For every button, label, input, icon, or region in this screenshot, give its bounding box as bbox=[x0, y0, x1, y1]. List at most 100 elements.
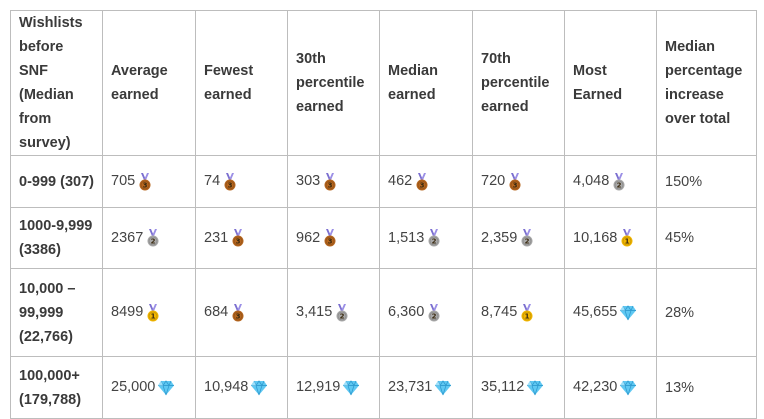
bronze-medal-icon: 3 bbox=[416, 172, 428, 191]
table-body: 0-999 (307) 705 3 74 3 303 3 462 3 720 3 4,048 2 150%… bbox=[10, 155, 757, 419]
gem-icon bbox=[619, 304, 637, 321]
value-cell: 45,655 bbox=[564, 268, 657, 357]
cell-value: 10,948 bbox=[204, 379, 249, 396]
gem-icon bbox=[619, 379, 637, 396]
value-cell: 720 3 bbox=[472, 155, 565, 208]
value-cell: 10,168 1 bbox=[564, 207, 657, 269]
value-cell: 10,948 bbox=[195, 356, 288, 419]
value-cell: 705 3 bbox=[102, 155, 196, 208]
header-increase: Median percentage increase over total bbox=[656, 10, 757, 156]
gem-icon bbox=[434, 379, 452, 396]
cell-value: 35,112 bbox=[481, 379, 525, 396]
silver-medal-icon: 2 bbox=[428, 303, 440, 322]
value-cell: 8,745 1 bbox=[472, 268, 565, 357]
svg-text:2: 2 bbox=[432, 238, 437, 246]
svg-text:1: 1 bbox=[625, 238, 630, 246]
cell-value: 42,230 bbox=[573, 379, 618, 396]
gold-medal-icon: 1 bbox=[621, 229, 633, 247]
table-row: 100,000+ (179,788) 25,000 10,948 12,919 23,7… bbox=[10, 356, 757, 419]
silver-medal-icon: 2 bbox=[613, 172, 625, 191]
cell-value: 2,359 bbox=[481, 230, 518, 247]
bronze-medal-icon: 3 bbox=[139, 172, 151, 191]
cell-value: 684 bbox=[204, 304, 229, 321]
silver-medal-icon: 2 bbox=[521, 229, 533, 247]
silver-medal-icon: 2 bbox=[336, 303, 348, 322]
cell-value: 1,513 bbox=[388, 230, 425, 247]
table-row: 0-999 (307) 705 3 74 3 303 3 462 3 720 3 4,048 2 150% bbox=[10, 155, 757, 208]
cell-value: 720 bbox=[481, 173, 506, 190]
value-cell: 231 3 bbox=[195, 207, 288, 269]
header-row: Wishlists before SNF (Median from survey… bbox=[10, 10, 757, 156]
cell-value: 8499 bbox=[111, 304, 144, 321]
svg-text:3: 3 bbox=[143, 181, 148, 189]
bronze-medal-icon: 3 bbox=[509, 172, 521, 191]
value-cell: 2367 2 bbox=[102, 207, 196, 269]
header-most: Most Earned bbox=[564, 10, 657, 156]
svg-text:2: 2 bbox=[340, 312, 345, 320]
gold-medal-icon: 1 bbox=[147, 303, 159, 322]
cell-value: 25,000 bbox=[111, 379, 156, 396]
cell-value: 74 bbox=[204, 173, 221, 190]
cell-value: 10,168 bbox=[573, 230, 618, 247]
row-label: 1000-9,999 (3386) bbox=[10, 207, 103, 269]
cell-value: 12,919 bbox=[296, 379, 341, 396]
header-30th: 30th percentile earned bbox=[287, 10, 380, 156]
value-cell: 4,048 2 bbox=[564, 155, 657, 208]
value-cell: 6,360 2 bbox=[379, 268, 473, 357]
value-cell: 2,359 2 bbox=[472, 207, 565, 269]
value-cell: 74 3 bbox=[195, 155, 288, 208]
cell-value: 23,731 bbox=[388, 379, 433, 396]
svg-text:3: 3 bbox=[236, 238, 241, 246]
row-label: 100,000+ (179,788) bbox=[10, 356, 103, 419]
header-wishlists: Wishlists before SNF (Median from survey… bbox=[10, 10, 103, 156]
wishlist-earnings-table: Wishlists before SNF (Median from survey… bbox=[10, 10, 757, 419]
gold-medal-icon: 1 bbox=[521, 303, 533, 322]
value-cell: 962 3 bbox=[287, 207, 380, 269]
cell-value: 303 bbox=[296, 173, 321, 190]
value-cell: 1,513 2 bbox=[379, 207, 473, 269]
svg-text:2: 2 bbox=[151, 238, 156, 246]
svg-text:3: 3 bbox=[513, 181, 518, 189]
cell-value: 705 bbox=[111, 173, 136, 190]
svg-text:3: 3 bbox=[328, 238, 333, 246]
header-70th: 70th percentile earned bbox=[472, 10, 565, 156]
value-cell: 35,112 bbox=[472, 356, 565, 419]
gem-icon bbox=[250, 379, 268, 396]
header-fewest: Fewest earned bbox=[195, 10, 288, 156]
svg-text:3: 3 bbox=[328, 181, 333, 189]
table-row: 10,000 – 99,999 (22,766) 8499 1 684 3 3,415 2 6… bbox=[10, 268, 757, 357]
value-cell: 25,000 bbox=[102, 356, 196, 419]
header-median: Median earned bbox=[379, 10, 473, 156]
value-cell: 462 3 bbox=[379, 155, 473, 208]
row-label: 0-999 (307) bbox=[10, 155, 103, 208]
svg-text:3: 3 bbox=[420, 181, 425, 189]
cell-value: 3,415 bbox=[296, 304, 333, 321]
svg-text:1: 1 bbox=[151, 312, 156, 320]
gem-icon bbox=[342, 379, 360, 396]
increase-cell: 13% bbox=[656, 356, 757, 419]
value-cell: 12,919 bbox=[287, 356, 380, 419]
cell-value: 4,048 bbox=[573, 173, 610, 190]
svg-text:3: 3 bbox=[236, 312, 241, 320]
value-cell: 3,415 2 bbox=[287, 268, 380, 357]
increase-cell: 28% bbox=[656, 268, 757, 357]
cell-value: 45,655 bbox=[573, 304, 618, 321]
cell-value: 462 bbox=[388, 173, 413, 190]
silver-medal-icon: 2 bbox=[147, 229, 159, 247]
bronze-medal-icon: 3 bbox=[224, 172, 236, 191]
svg-text:2: 2 bbox=[525, 238, 530, 246]
cell-value: 962 bbox=[296, 230, 321, 247]
gem-icon bbox=[526, 379, 544, 396]
row-label: 10,000 – 99,999 (22,766) bbox=[10, 268, 103, 357]
bronze-medal-icon: 3 bbox=[324, 172, 336, 191]
bronze-medal-icon: 3 bbox=[324, 229, 336, 247]
cell-value: 231 bbox=[204, 230, 229, 247]
gem-icon bbox=[157, 379, 175, 396]
svg-text:2: 2 bbox=[617, 181, 622, 189]
table-row: 1000-9,999 (3386) 2367 2 231 3 962 3 1,513 2 2,35… bbox=[10, 207, 757, 269]
cell-value: 2367 bbox=[111, 230, 144, 247]
value-cell: 8499 1 bbox=[102, 268, 196, 357]
value-cell: 303 3 bbox=[287, 155, 380, 208]
bronze-medal-icon: 3 bbox=[232, 229, 244, 247]
bronze-medal-icon: 3 bbox=[232, 303, 244, 322]
